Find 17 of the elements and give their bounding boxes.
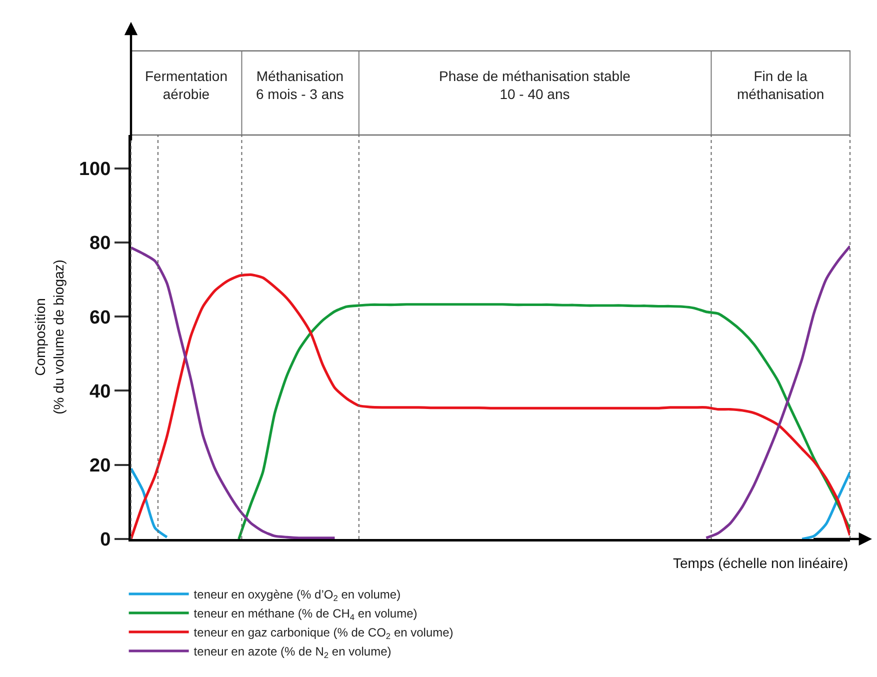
legend-label: teneur en méthane (% de CH$_{4}$ en volume) — [194, 606, 418, 622]
legend-label: teneur en gaz carbonique (% de CO$_{2}$ en volume) — [194, 626, 454, 642]
y-axis-title: Composition (% du volume de biogaz) — [32, 260, 66, 414]
text: Méthanisation 6 mois - 3 ans — [256, 68, 344, 102]
legend-label: teneur en azote (% de N$_{2}$ en volume) — [194, 644, 392, 660]
x-axis-title: Temps (échelle non linéaire) — [673, 555, 848, 571]
y-tick-label: 60 — [90, 307, 111, 328]
y-tick-label: 20 — [90, 456, 111, 477]
y-tick-label: 80 — [90, 233, 111, 254]
text: Fin de la méthanisation — [737, 68, 824, 102]
legend-label: teneur en oxygène (% d’O$_{2}$ en volume) — [194, 588, 401, 604]
y-tick-label: 0 — [100, 530, 111, 551]
y-tick-label: 100 — [78, 159, 111, 180]
line-series — [238, 303, 850, 539]
y-tick-label: 40 — [90, 381, 111, 402]
text: Phase de méthanisation stable 10 - 40 ans — [439, 68, 631, 102]
text: Fermentation aérobie — [145, 68, 228, 102]
